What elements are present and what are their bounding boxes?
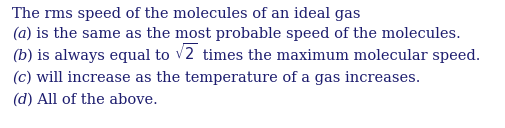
Text: (: ( — [12, 27, 18, 41]
Text: $\sqrt{2}$: $\sqrt{2}$ — [174, 42, 198, 63]
Text: (: ( — [12, 71, 18, 85]
Text: ) is the same as the most probable speed of the molecules.: ) is the same as the most probable speed… — [26, 27, 461, 41]
Text: c: c — [18, 71, 26, 85]
Text: (: ( — [12, 49, 18, 63]
Text: ) will increase as the temperature of a gas increases.: ) will increase as the temperature of a … — [26, 71, 420, 85]
Text: ) is always equal to: ) is always equal to — [27, 49, 174, 63]
Text: ) All of the above.: ) All of the above. — [27, 93, 158, 107]
Text: times the maximum molecular speed.: times the maximum molecular speed. — [198, 49, 480, 63]
Text: d: d — [18, 93, 27, 107]
Text: a: a — [18, 27, 26, 41]
Text: The rms speed of the molecules of an ideal gas: The rms speed of the molecules of an ide… — [12, 7, 360, 21]
Text: b: b — [18, 49, 27, 63]
Text: (: ( — [12, 93, 18, 107]
